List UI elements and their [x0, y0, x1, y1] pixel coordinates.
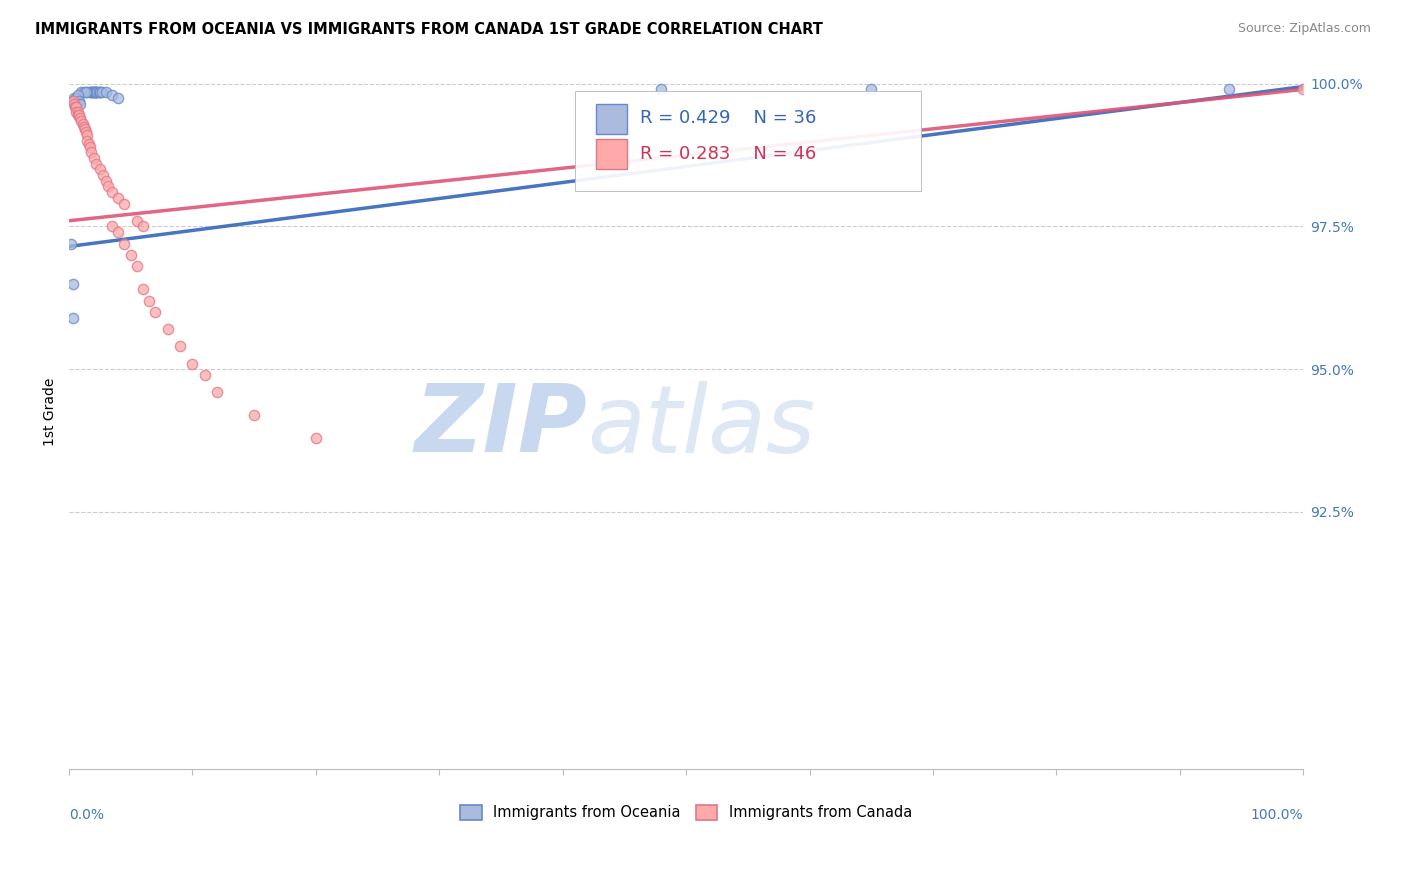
Point: [63, 99, 86, 113]
Point: [62, 94, 84, 108]
Point: [107, 225, 129, 239]
Point: [125, 260, 148, 274]
Point: [73, 120, 96, 134]
Point: [79, 139, 101, 153]
Point: [73, 85, 96, 99]
Point: [101, 185, 124, 199]
Point: [84, 156, 107, 170]
Point: [67, 108, 90, 122]
Point: [65, 105, 87, 120]
Point: [75, 125, 97, 139]
Text: R = 0.283    N = 46: R = 0.283 N = 46: [641, 145, 817, 162]
Point: [84, 85, 107, 99]
Point: [83, 151, 105, 165]
Text: IMMIGRANTS FROM OCEANIA VS IMMIGRANTS FROM CANADA 1ST GRADE CORRELATION CHART: IMMIGRANTS FROM OCEANIA VS IMMIGRANTS FR…: [35, 22, 823, 37]
Point: [76, 128, 98, 142]
Point: [66, 108, 89, 122]
Point: [82, 85, 104, 99]
Point: [62, 277, 84, 291]
Point: [101, 88, 124, 103]
Point: [860, 82, 883, 96]
Text: R = 0.429    N = 36: R = 0.429 N = 36: [641, 109, 817, 127]
Point: [107, 91, 129, 105]
Point: [91, 85, 114, 99]
Point: [120, 248, 142, 262]
Point: [63, 96, 86, 111]
Point: [79, 85, 101, 99]
Text: atlas: atlas: [588, 381, 815, 472]
Y-axis label: 1st Grade: 1st Grade: [44, 378, 58, 446]
Point: [69, 96, 91, 111]
FancyBboxPatch shape: [575, 91, 921, 191]
Point: [66, 105, 89, 120]
Point: [83, 85, 105, 99]
Point: [63, 96, 86, 111]
Point: [94, 85, 117, 99]
Point: [243, 408, 266, 422]
Point: [65, 91, 87, 105]
Point: [89, 85, 111, 99]
Text: 100.0%: 100.0%: [1251, 808, 1303, 822]
FancyBboxPatch shape: [596, 103, 627, 134]
Point: [65, 96, 87, 111]
Point: [132, 219, 155, 234]
Point: [97, 179, 120, 194]
Point: [83, 85, 105, 99]
Point: [62, 94, 84, 108]
Point: [194, 368, 217, 382]
Point: [83, 85, 105, 99]
Point: [84, 85, 107, 99]
Point: [1218, 82, 1240, 96]
Point: [70, 113, 93, 128]
Point: [60, 236, 83, 251]
Point: [89, 162, 111, 177]
Point: [169, 339, 191, 353]
Point: [80, 85, 103, 99]
Point: [205, 385, 228, 400]
Point: [70, 85, 93, 99]
Text: ZIP: ZIP: [415, 380, 588, 473]
Point: [86, 85, 108, 99]
Point: [83, 85, 105, 99]
Point: [650, 82, 672, 96]
Point: [73, 122, 96, 136]
Text: Source: ZipAtlas.com: Source: ZipAtlas.com: [1237, 22, 1371, 36]
Point: [63, 91, 86, 105]
Point: [65, 99, 87, 113]
Legend: Immigrants from Oceania, Immigrants from Canada: Immigrants from Oceania, Immigrants from…: [454, 799, 918, 826]
Text: 0.0%: 0.0%: [69, 808, 104, 822]
Point: [76, 134, 98, 148]
Point: [107, 191, 129, 205]
Point: [156, 322, 179, 336]
Point: [114, 236, 136, 251]
Point: [67, 94, 90, 108]
Point: [143, 305, 166, 319]
Point: [138, 293, 160, 308]
Point: [132, 282, 155, 296]
Point: [62, 310, 84, 325]
Point: [181, 357, 204, 371]
FancyBboxPatch shape: [596, 139, 627, 169]
Point: [114, 196, 136, 211]
Point: [66, 88, 89, 103]
Point: [101, 219, 124, 234]
Point: [94, 174, 117, 188]
Point: [89, 85, 111, 99]
Point: [1292, 82, 1315, 96]
Point: [87, 85, 110, 99]
Point: [77, 136, 100, 151]
Point: [76, 85, 98, 99]
Point: [69, 111, 91, 125]
Point: [125, 213, 148, 227]
Point: [93, 168, 115, 182]
Point: [80, 145, 103, 160]
Point: [72, 117, 94, 131]
Point: [305, 431, 328, 445]
Point: [80, 85, 103, 99]
Point: [75, 85, 97, 99]
